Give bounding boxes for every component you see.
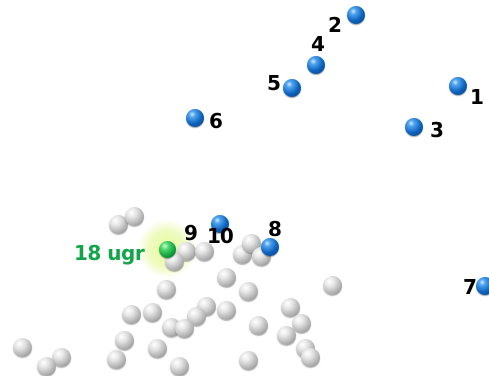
target-ball-3[interactable]	[405, 118, 423, 136]
target-number-1: 1	[470, 85, 484, 109]
neutral-ball	[194, 241, 214, 261]
neutral-ball	[300, 347, 320, 367]
neutral-ball	[156, 279, 176, 299]
player-label: 18 ugr	[74, 241, 145, 265]
target-number-5: 5	[267, 71, 281, 95]
neutral-ball	[216, 267, 236, 287]
neutral-ball	[174, 318, 194, 338]
neutral-ball	[186, 306, 206, 326]
target-ball-2[interactable]	[347, 6, 365, 24]
target-number-10: 10	[207, 224, 234, 248]
neutral-ball	[238, 350, 258, 370]
target-number-3: 3	[430, 118, 444, 142]
target-number-6: 6	[209, 109, 223, 133]
target-number-8: 8	[268, 217, 282, 241]
neutral-ball	[276, 325, 296, 345]
target-ball-6[interactable]	[186, 109, 204, 127]
target-ball-1[interactable]	[449, 77, 467, 95]
target-ball-7[interactable]	[476, 277, 489, 295]
target-number-9: 9	[184, 221, 198, 245]
target-number-4: 4	[311, 32, 325, 56]
neutral-ball	[169, 356, 189, 376]
target-ball-8[interactable]	[261, 238, 279, 256]
neutral-ball	[238, 281, 258, 301]
target-number-7: 7	[463, 275, 477, 299]
neutral-ball	[51, 347, 71, 367]
neutral-ball	[12, 337, 32, 357]
neutral-ball	[142, 302, 162, 322]
target-ball-9[interactable]	[211, 215, 229, 233]
neutral-ball	[248, 315, 268, 335]
neutral-ball	[147, 338, 167, 358]
neutral-ball	[121, 304, 141, 324]
neutral-ball	[124, 206, 144, 226]
neutral-ball	[216, 300, 236, 320]
neutral-ball	[106, 349, 126, 369]
target-number-2: 2	[328, 13, 342, 37]
player-ball[interactable]	[158, 240, 176, 258]
target-ball-5[interactable]	[283, 79, 301, 97]
neutral-ball	[36, 356, 56, 376]
neutral-ball	[280, 297, 300, 317]
target-ball-4[interactable]	[307, 56, 325, 74]
neutral-ball	[322, 275, 342, 295]
neutral-ball	[114, 330, 134, 350]
neutral-ball	[291, 313, 311, 333]
neutral-ball	[108, 214, 128, 234]
